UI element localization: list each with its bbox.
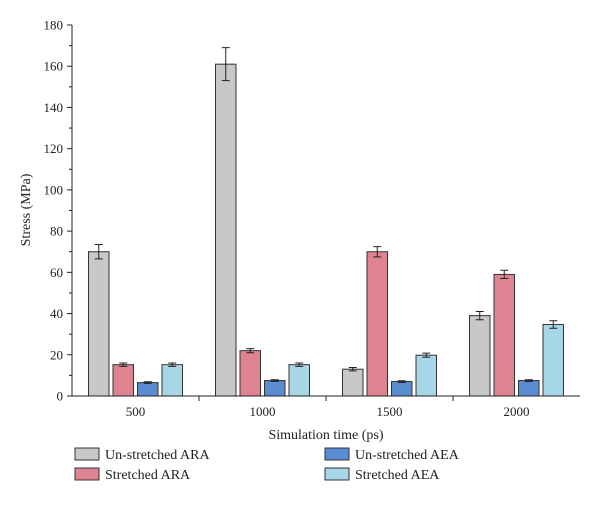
bar — [161, 364, 183, 397]
legend-label: Stretched ARA — [105, 468, 191, 483]
legend-label: Stretched AEA — [355, 468, 440, 483]
error-bar — [500, 269, 509, 280]
y-tick-label: 20 — [50, 347, 63, 362]
bar — [239, 350, 261, 397]
bar — [137, 382, 159, 397]
x-tick-label: 500 — [126, 404, 146, 419]
legend-swatch — [74, 447, 100, 461]
bar — [518, 380, 540, 397]
bar — [391, 381, 413, 397]
legend-swatch — [324, 467, 350, 481]
error-bar — [348, 367, 357, 372]
x-axis-title: Simulation time (ps) — [268, 428, 383, 443]
error-bar — [119, 362, 128, 367]
legend: Un-stretched ARA Stretched ARA Un-stretche… — [74, 447, 460, 483]
bar — [215, 63, 237, 397]
error-bar — [143, 381, 152, 384]
error-bar — [270, 379, 279, 382]
error-bar — [373, 246, 382, 258]
error-bar — [397, 380, 406, 383]
y-tick-label: 40 — [50, 306, 63, 321]
error-bar — [94, 244, 103, 260]
error-bar — [549, 320, 558, 329]
error-bar — [475, 310, 484, 321]
y-tick-label: 160 — [44, 59, 64, 74]
bar — [415, 354, 437, 397]
y-tick-label: 120 — [44, 141, 64, 156]
y-tick-label: 140 — [44, 100, 64, 115]
x-tick-label: 1000 — [250, 404, 276, 419]
bar — [469, 315, 491, 397]
error-bar — [221, 47, 230, 82]
error-bar — [295, 362, 304, 367]
bar — [264, 380, 286, 397]
legend-swatch — [74, 467, 100, 481]
bar — [542, 323, 564, 397]
bar — [288, 364, 310, 397]
error-bar — [422, 352, 431, 358]
x-tick-label: 2000 — [504, 404, 530, 419]
bar — [366, 251, 388, 397]
y-tick-label: 0 — [57, 389, 64, 404]
y-axis-title: Stress (MPa) — [19, 173, 34, 246]
bar — [493, 273, 515, 397]
error-bar — [168, 362, 177, 367]
legend-label: Un-stretched AEA — [355, 448, 460, 463]
y-tick-label: 180 — [44, 18, 64, 33]
y-tick-label: 60 — [50, 265, 63, 280]
x-tick-label: 1500 — [377, 404, 403, 419]
bar — [88, 251, 110, 397]
bar — [112, 364, 134, 397]
error-bar — [246, 348, 255, 354]
legend-label: Un-stretched ARA — [105, 448, 210, 463]
y-tick-label: 100 — [44, 182, 64, 197]
bar — [342, 368, 364, 397]
legend-swatch — [324, 447, 350, 461]
y-tick-label: 80 — [50, 224, 63, 239]
error-bar — [524, 379, 533, 382]
